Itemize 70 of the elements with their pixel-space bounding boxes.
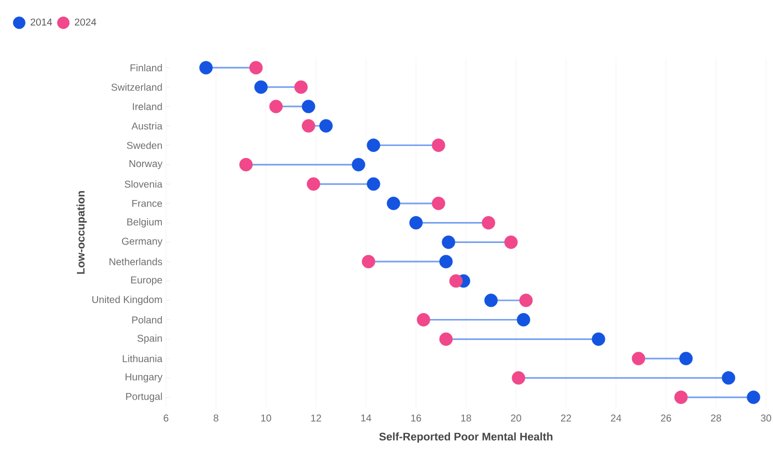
point xyxy=(482,216,496,230)
x-tick-label: 12 xyxy=(311,414,322,422)
point xyxy=(449,274,463,288)
y-tick-label: Switzerland xyxy=(111,83,162,91)
y-tick-label: Norway xyxy=(130,160,162,170)
y-tick-label: Netherlands xyxy=(110,258,162,266)
y-tick-label: Belgium xyxy=(127,218,162,228)
point xyxy=(302,100,316,114)
y-tick-label: Finland xyxy=(130,64,162,72)
point xyxy=(504,235,518,249)
point xyxy=(269,100,283,114)
x-tick-label: 14 xyxy=(361,414,372,422)
point xyxy=(439,254,453,268)
point xyxy=(722,371,736,385)
point xyxy=(484,294,498,308)
x-tick-label: 26 xyxy=(660,414,672,422)
y-tick-label: Europe xyxy=(131,276,162,286)
point xyxy=(352,158,366,172)
y-tick-label: Spain xyxy=(137,334,162,344)
x-tick-label: 16 xyxy=(411,414,422,422)
y-tick-label: Sweden xyxy=(126,142,162,149)
point xyxy=(366,138,380,152)
point xyxy=(416,313,430,326)
y-tick-label: France xyxy=(132,200,162,207)
y-tick-label: Germany xyxy=(122,238,162,247)
point xyxy=(239,158,253,172)
point xyxy=(254,80,268,94)
y-axis-title: Low-occupation xyxy=(76,191,87,274)
point xyxy=(632,352,646,366)
point xyxy=(679,352,693,366)
legend-label: 2024 xyxy=(74,18,96,26)
point xyxy=(386,196,400,210)
point xyxy=(306,177,320,191)
point xyxy=(199,60,213,74)
point xyxy=(249,60,263,74)
x-tick-label: 20 xyxy=(510,414,522,422)
y-tick-label: Lithuania xyxy=(122,354,162,362)
x-tick-label: 10 xyxy=(261,414,272,422)
x-tick-label: 18 xyxy=(461,414,472,422)
point xyxy=(302,119,316,133)
x-tick-label: 6 xyxy=(164,414,168,422)
y-tick-label: Austria xyxy=(131,122,162,130)
x-axis-title: Self-Reported Poor Mental Health xyxy=(379,432,552,443)
y-tick-label: Hungary xyxy=(126,373,162,382)
point xyxy=(362,254,376,268)
point xyxy=(519,294,533,308)
point xyxy=(746,390,760,404)
point xyxy=(516,313,530,326)
x-tick-label: 28 xyxy=(710,414,722,422)
x-tick-label: 30 xyxy=(760,414,772,422)
y-tick-label: Ireland xyxy=(132,102,162,110)
point xyxy=(294,80,308,94)
point xyxy=(592,332,606,346)
point xyxy=(439,332,453,346)
point xyxy=(319,119,333,133)
point xyxy=(409,216,423,230)
point xyxy=(432,196,446,210)
point xyxy=(442,235,456,249)
y-tick-label: Slovenia xyxy=(124,180,162,188)
legend-label: 2014 xyxy=(30,18,52,26)
x-tick-label: 24 xyxy=(610,414,622,422)
point xyxy=(366,177,380,191)
point xyxy=(674,390,688,404)
x-tick-label: 22 xyxy=(560,414,572,422)
point xyxy=(512,371,526,385)
y-tick-label: Poland xyxy=(132,316,162,324)
y-tick-label: Portugal xyxy=(126,392,162,402)
y-tick-label: United Kingdom xyxy=(92,296,162,306)
x-tick-label: 8 xyxy=(214,414,218,422)
point xyxy=(432,138,446,152)
